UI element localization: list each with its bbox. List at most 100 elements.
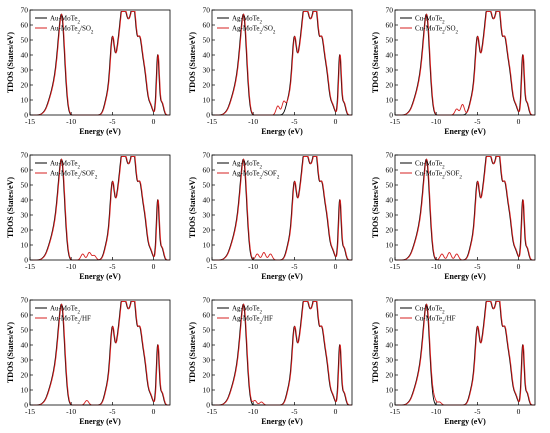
x-tick-label: -15 bbox=[390, 262, 400, 271]
legend-entry: Au-MoTe2 bbox=[50, 15, 81, 26]
y-axis-label: TDOS (States/eV) bbox=[6, 322, 15, 383]
y-axis-label: TDOS (States/eV) bbox=[188, 322, 197, 383]
y-tick-label: 10 bbox=[203, 386, 211, 395]
y-tick-label: 30 bbox=[386, 356, 394, 365]
red-series-line bbox=[395, 156, 535, 261]
legend-entry: Cu-MoTe2 bbox=[415, 305, 445, 316]
y-tick-label: 10 bbox=[386, 241, 394, 250]
y-tick-label: 20 bbox=[386, 81, 394, 90]
x-tick-label: -15 bbox=[390, 117, 400, 126]
y-axis-label: TDOS (States/eV) bbox=[188, 177, 197, 238]
y-tick-label: 10 bbox=[21, 386, 29, 395]
y-tick-label: 60 bbox=[21, 21, 29, 30]
legend-entry: Ag-MoTe2 bbox=[232, 15, 263, 26]
y-tick-label: 10 bbox=[21, 96, 29, 105]
y-axis-label: TDOS (States/eV) bbox=[371, 322, 380, 383]
legend-entry: Ag-MoTe2/HF bbox=[232, 315, 273, 326]
x-axis-label: Energy (eV) bbox=[444, 272, 486, 281]
y-axis-label: TDOS (States/eV) bbox=[188, 32, 197, 93]
y-tick-label: 50 bbox=[203, 181, 211, 190]
x-tick-label: -5 bbox=[291, 262, 297, 271]
y-tick-label: 10 bbox=[386, 96, 394, 105]
y-tick-label: 40 bbox=[203, 341, 211, 350]
x-tick-label: -10 bbox=[248, 262, 258, 271]
y-tick-label: 40 bbox=[21, 196, 29, 205]
x-tick-label: -10 bbox=[248, 117, 258, 126]
x-tick-label: -15 bbox=[25, 117, 35, 126]
panel-cu-so2: 0 10 20 30 40 50 60 70 -15 -10 -5 0 Energy (eV) TDOS … bbox=[371, 6, 536, 136]
black-series-line bbox=[212, 11, 352, 116]
y-tick-label: 60 bbox=[386, 21, 394, 30]
plot-frame bbox=[211, 299, 353, 406]
y-tick-label: 30 bbox=[386, 66, 394, 75]
x-tick-label: -5 bbox=[291, 117, 297, 126]
x-axis-label: Energy (eV) bbox=[261, 272, 303, 281]
red-series-line bbox=[30, 156, 170, 261]
x-axis-label: Energy (eV) bbox=[261, 127, 303, 136]
y-tick-label: 0 bbox=[206, 401, 210, 410]
x-tick-label: 0 bbox=[517, 262, 521, 271]
y-tick-label: 50 bbox=[21, 181, 29, 190]
y-tick-label: 40 bbox=[21, 341, 29, 350]
legend-entry: Au-MoTe2/SO2 bbox=[50, 25, 94, 36]
legend-entry: Ag-MoTe2 bbox=[232, 305, 263, 316]
x-tick-label: 0 bbox=[334, 117, 338, 126]
y-tick-label: 0 bbox=[389, 401, 393, 410]
y-tick-label: 70 bbox=[203, 151, 211, 160]
x-tick-label: -15 bbox=[207, 117, 217, 126]
plot-frame bbox=[29, 154, 171, 261]
y-tick-label: 50 bbox=[386, 326, 394, 335]
y-tick-label: 10 bbox=[21, 241, 29, 250]
y-axis-label: TDOS (States/eV) bbox=[6, 177, 15, 238]
y-tick-label: 20 bbox=[203, 226, 211, 235]
y-tick-label: 50 bbox=[21, 36, 29, 45]
y-tick-label: 20 bbox=[203, 371, 211, 380]
y-tick-label: 50 bbox=[203, 326, 211, 335]
y-tick-label: 60 bbox=[386, 311, 394, 320]
plot-frame bbox=[29, 9, 171, 116]
red-series-line bbox=[212, 156, 352, 261]
y-tick-label: 20 bbox=[21, 81, 29, 90]
y-tick-label: 70 bbox=[386, 151, 394, 160]
x-tick-label: -15 bbox=[25, 407, 35, 416]
red-series-line bbox=[395, 301, 535, 406]
y-tick-label: 30 bbox=[21, 66, 29, 75]
x-axis-label: Energy (eV) bbox=[79, 417, 121, 426]
legend-entry: Cu-MoTe2 bbox=[415, 160, 445, 171]
panel-cu-hf: 0 10 20 30 40 50 60 70 -15 -10 -5 0 Energy (eV) TDOS … bbox=[371, 296, 536, 426]
y-tick-label: 70 bbox=[386, 296, 394, 305]
legend-entry: Au-MoTe2 bbox=[50, 305, 81, 316]
red-series-line bbox=[30, 11, 170, 116]
x-tick-label: -15 bbox=[25, 262, 35, 271]
x-tick-label: -5 bbox=[474, 407, 480, 416]
y-tick-label: 30 bbox=[203, 356, 211, 365]
y-tick-label: 50 bbox=[203, 36, 211, 45]
y-tick-label: 20 bbox=[386, 371, 394, 380]
x-tick-label: 0 bbox=[152, 262, 156, 271]
x-tick-label: -5 bbox=[109, 117, 115, 126]
y-tick-label: 30 bbox=[21, 211, 29, 220]
panel-au-hf: 0 10 20 30 40 50 60 70 -15 -10 -5 0 Energy (eV) TDOS … bbox=[6, 296, 171, 426]
panel-au-so2: 0 10 20 30 40 50 60 70 -15 -10 -5 0 Energy (eV) TDOS … bbox=[6, 6, 171, 136]
y-tick-label: 20 bbox=[21, 371, 29, 380]
legend-entry: Ag-MoTe2/SOF2 bbox=[232, 170, 280, 181]
legend-entry: Ag-MoTe2 bbox=[232, 160, 263, 171]
y-tick-label: 20 bbox=[203, 81, 211, 90]
x-axis-label: Energy (eV) bbox=[261, 417, 303, 426]
x-tick-label: -10 bbox=[66, 407, 76, 416]
panel-ag-hf: 0 10 20 30 40 50 60 70 -15 -10 -5 0 Energy (eV) TDOS … bbox=[188, 296, 353, 426]
panel-ag-sof2: 0 10 20 30 40 50 60 70 -15 -10 -5 0 Energy (eV) TDOS … bbox=[188, 151, 353, 281]
y-tick-label: 0 bbox=[206, 111, 210, 120]
y-tick-label: 50 bbox=[21, 326, 29, 335]
x-tick-label: -10 bbox=[66, 262, 76, 271]
plot-frame bbox=[394, 154, 536, 261]
x-tick-label: -10 bbox=[66, 117, 76, 126]
plot-frame bbox=[211, 154, 353, 261]
red-series-line bbox=[30, 301, 170, 406]
x-tick-label: -10 bbox=[431, 407, 441, 416]
y-axis-label: TDOS (States/eV) bbox=[371, 177, 380, 238]
y-tick-label: 0 bbox=[389, 111, 393, 120]
x-tick-label: -10 bbox=[431, 262, 441, 271]
y-tick-label: 0 bbox=[24, 111, 28, 120]
